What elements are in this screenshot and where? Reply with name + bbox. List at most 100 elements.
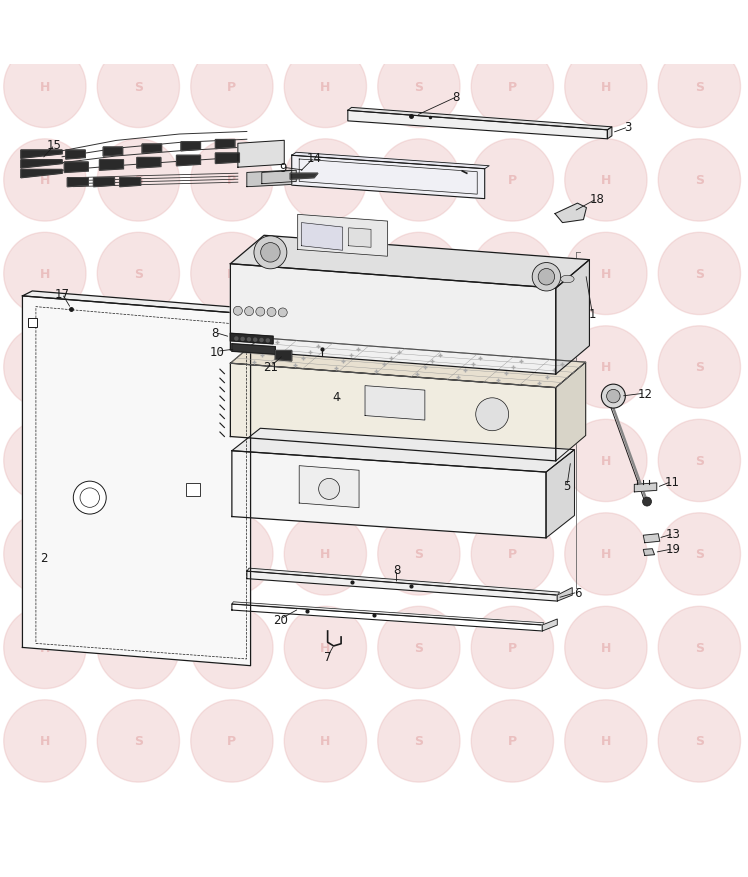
- Polygon shape: [94, 179, 114, 188]
- Text: 13: 13: [666, 528, 681, 540]
- Text: P: P: [227, 454, 236, 467]
- Text: H: H: [601, 641, 611, 654]
- Circle shape: [73, 481, 106, 515]
- Polygon shape: [349, 229, 371, 248]
- Circle shape: [658, 233, 741, 315]
- Polygon shape: [22, 296, 251, 666]
- Circle shape: [191, 700, 273, 782]
- Text: P: P: [508, 641, 517, 654]
- Text: S: S: [414, 735, 423, 747]
- Circle shape: [266, 339, 270, 343]
- Circle shape: [471, 513, 554, 595]
- Circle shape: [4, 139, 86, 222]
- Polygon shape: [643, 549, 654, 556]
- Text: P: P: [227, 735, 236, 747]
- Circle shape: [658, 46, 741, 128]
- Polygon shape: [546, 450, 574, 538]
- Circle shape: [191, 46, 273, 128]
- Circle shape: [284, 46, 367, 128]
- Circle shape: [97, 607, 180, 688]
- Text: S: S: [414, 267, 423, 281]
- Polygon shape: [247, 568, 560, 595]
- Text: S: S: [134, 641, 143, 654]
- Polygon shape: [607, 128, 612, 139]
- Circle shape: [658, 420, 741, 502]
- Circle shape: [4, 46, 86, 128]
- Text: 12: 12: [637, 387, 652, 400]
- Polygon shape: [634, 483, 657, 492]
- Polygon shape: [230, 236, 589, 289]
- Text: P: P: [508, 267, 517, 281]
- Circle shape: [565, 326, 647, 409]
- Polygon shape: [230, 364, 556, 461]
- Text: 4: 4: [333, 390, 340, 403]
- Text: H: H: [320, 267, 331, 281]
- Text: 6: 6: [574, 586, 581, 599]
- Text: 9: 9: [279, 161, 286, 175]
- Circle shape: [191, 513, 273, 595]
- Circle shape: [191, 420, 273, 502]
- Polygon shape: [137, 159, 161, 168]
- Ellipse shape: [561, 276, 574, 283]
- Text: 21: 21: [263, 360, 278, 374]
- Polygon shape: [103, 148, 123, 157]
- Text: P: P: [227, 641, 236, 654]
- Circle shape: [284, 233, 367, 315]
- Circle shape: [476, 398, 509, 431]
- Text: P: P: [227, 175, 236, 187]
- Text: S: S: [695, 641, 704, 654]
- Circle shape: [97, 326, 180, 409]
- Circle shape: [191, 139, 273, 222]
- Polygon shape: [232, 345, 275, 355]
- Polygon shape: [230, 264, 556, 374]
- Polygon shape: [120, 179, 141, 188]
- Text: S: S: [134, 454, 143, 467]
- Circle shape: [471, 46, 554, 128]
- Polygon shape: [177, 156, 200, 167]
- Text: 8: 8: [393, 564, 400, 576]
- FancyBboxPatch shape: [28, 318, 37, 327]
- Text: 2: 2: [40, 552, 47, 565]
- Circle shape: [471, 326, 554, 409]
- Polygon shape: [21, 160, 62, 168]
- Text: H: H: [40, 454, 50, 467]
- Circle shape: [658, 700, 741, 782]
- Polygon shape: [232, 602, 544, 625]
- Text: H: H: [320, 175, 331, 187]
- Circle shape: [254, 237, 287, 269]
- Text: H: H: [320, 641, 331, 654]
- Circle shape: [284, 326, 367, 409]
- Circle shape: [378, 700, 460, 782]
- Circle shape: [4, 326, 86, 409]
- Polygon shape: [290, 174, 318, 180]
- Text: H: H: [601, 175, 611, 187]
- Text: 8: 8: [453, 91, 460, 104]
- Circle shape: [97, 46, 180, 128]
- Text: H: H: [601, 267, 611, 281]
- Text: H: H: [40, 81, 50, 94]
- Circle shape: [4, 233, 86, 315]
- Circle shape: [658, 326, 741, 409]
- Polygon shape: [292, 153, 489, 169]
- Polygon shape: [215, 153, 239, 164]
- Text: S: S: [134, 735, 143, 747]
- Circle shape: [191, 326, 273, 409]
- Text: S: S: [695, 361, 704, 374]
- Text: H: H: [601, 361, 611, 374]
- Polygon shape: [557, 588, 572, 602]
- Polygon shape: [66, 151, 85, 160]
- Text: P: P: [227, 81, 236, 94]
- Text: P: P: [508, 454, 517, 467]
- Text: H: H: [601, 548, 611, 560]
- Text: P: P: [508, 735, 517, 747]
- Circle shape: [284, 700, 367, 782]
- Circle shape: [471, 607, 554, 688]
- Text: 8: 8: [212, 326, 219, 339]
- Text: H: H: [320, 735, 331, 747]
- Circle shape: [284, 139, 367, 222]
- Circle shape: [253, 338, 257, 343]
- Polygon shape: [555, 203, 586, 224]
- Circle shape: [658, 513, 741, 595]
- Text: 18: 18: [589, 193, 604, 206]
- Text: P: P: [508, 81, 517, 94]
